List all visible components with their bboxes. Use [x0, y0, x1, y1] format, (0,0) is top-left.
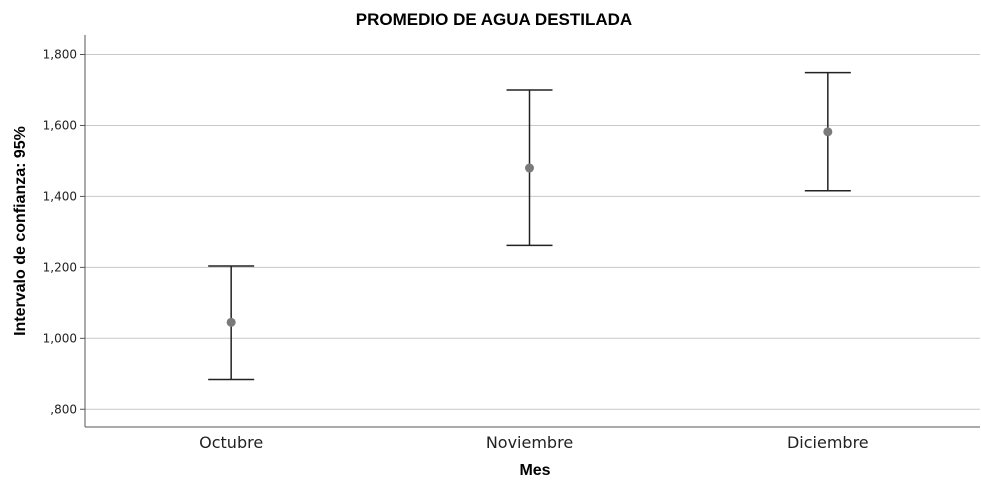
x-category-label: Noviembre — [486, 433, 573, 452]
chart-title: PROMEDIO DE AGUA DESTILADA — [356, 10, 632, 29]
grid — [85, 54, 980, 410]
y-ticks: ,800 1,000 1,200 1,400 1,600 1,800 — [43, 48, 85, 416]
mean-point — [226, 317, 236, 327]
y-tick-label: 1,800 — [43, 48, 77, 62]
mean-point — [525, 163, 534, 173]
y-axis-label: Intervalo de confianza: 95% — [12, 126, 29, 336]
x-axis-label: Mes — [519, 462, 550, 479]
y-tick-label: 1,600 — [43, 118, 77, 132]
error-bars — [208, 71, 851, 381]
x-categories: Octubre Noviembre Diciembre — [199, 433, 869, 452]
x-category-label: Octubre — [199, 433, 263, 452]
x-category-label: Diciembre — [787, 433, 869, 452]
y-tick-label: 1,400 — [43, 189, 77, 203]
y-tick-label: 1,000 — [43, 331, 77, 345]
mean-point — [823, 127, 833, 137]
y-tick-label: ,800 — [50, 402, 77, 416]
y-tick-label: 1,200 — [43, 260, 77, 274]
